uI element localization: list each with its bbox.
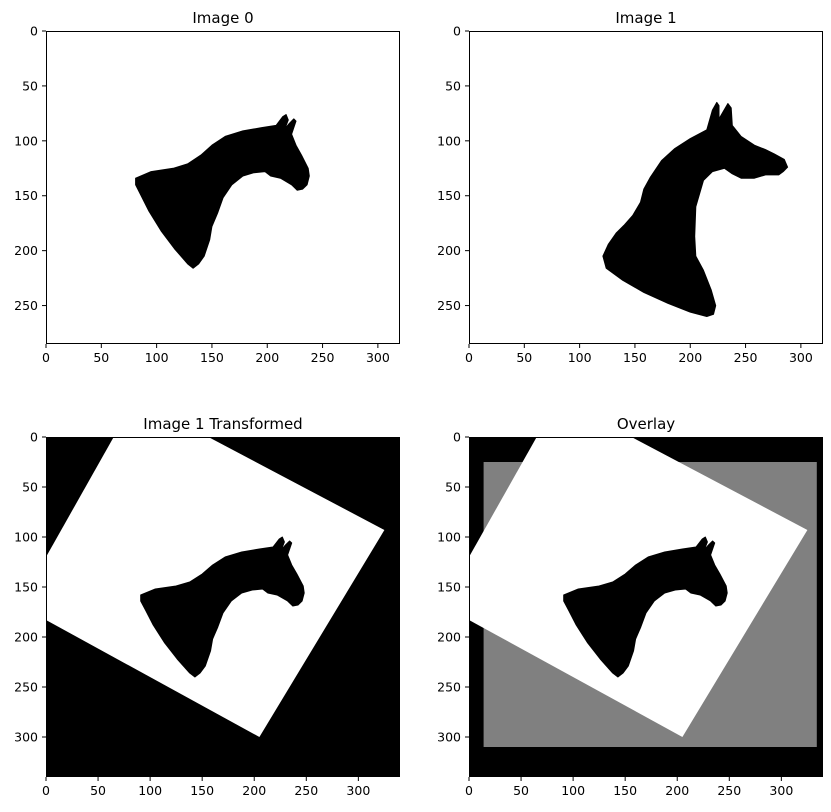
image-0-y-tick-label: 0 [30, 24, 38, 39]
image-1-y-tick-label: 200 [437, 243, 461, 258]
image-0-x-tick-label: 300 [366, 350, 390, 365]
image-1-transformed-y-tick-label: 50 [22, 480, 38, 495]
image-1-x-tick-label: 300 [789, 350, 813, 365]
image-0-image [46, 31, 400, 344]
image-1-x-tick-label: 250 [734, 350, 758, 365]
image-1-y-tick-label: 50 [445, 78, 461, 93]
image-1-axes: Image 1 0 50 100 150 200 250 300 0 50 100 150 200 250 [437, 9, 823, 365]
image-1-transformed-x-tick-label: 0 [42, 783, 50, 798]
overlay-x-tick-label: 250 [717, 783, 741, 798]
image-0-axes: Image 0 0 50 100 150 200 250 300 0 50 100 150 200 250 [14, 9, 400, 365]
image-1-y-tick-label: 150 [437, 188, 461, 203]
image-1-transformed-axes-frame [46, 437, 400, 777]
image-1-transformed-y-tick-label: 300 [14, 730, 38, 745]
image-1-transformed-x-tick-label: 250 [294, 783, 318, 798]
overlay-x-tick-label: 200 [665, 783, 689, 798]
image-1-x-tick-label: 100 [568, 350, 592, 365]
overlay-image [469, 437, 823, 777]
image-1-transformed-x-tick-label: 200 [242, 783, 266, 798]
image-0-horse-silhouette [135, 114, 310, 269]
overlay-axes-frame [469, 437, 823, 777]
overlay-horse-silhouette [563, 536, 728, 678]
image-1-horse-silhouette [602, 101, 789, 317]
overlay-x-tick-label: 300 [769, 783, 793, 798]
image-1-title: Image 1 [615, 9, 676, 27]
image-1-transformed-title: Image 1 Transformed [143, 415, 302, 433]
image-1-y-tick-label: 0 [453, 24, 461, 39]
image-1-transformed-axes: Image 1 Transformed 0 50 100 150 200 250 300 0 50… [14, 415, 400, 798]
image-1-transformed-y-tick-label: 200 [14, 630, 38, 645]
image-0-y-tick-label: 150 [14, 188, 38, 203]
image-0-axes-frame [46, 31, 400, 344]
image-1-transformed-y-tick-label: 0 [30, 430, 38, 445]
image-0-y-tick-label: 50 [22, 78, 38, 93]
image-1-x-tick-label: 200 [678, 350, 702, 365]
image-0-x-tick-label: 200 [255, 350, 279, 365]
image-1-x-tick-label: 150 [623, 350, 647, 365]
image-1-x-tick-label: 0 [465, 350, 473, 365]
image-0-y-tick-label: 100 [14, 133, 38, 148]
image-1-transformed-x-tick-label: 50 [90, 783, 106, 798]
image-1-transformed-y-tick-label: 250 [14, 680, 38, 695]
overlay-y-tick-label: 0 [453, 430, 461, 445]
image-0-x-tick-label: 0 [42, 350, 50, 365]
image-0-x-tick-label: 50 [93, 350, 109, 365]
image-1-transformed-image [46, 437, 400, 777]
image-0-y-tick-label: 250 [14, 298, 38, 313]
image-1-transformed-x-tick-label: 300 [346, 783, 370, 798]
image-0-x-tick-label: 150 [200, 350, 224, 365]
image-1-x-tick-label: 50 [516, 350, 532, 365]
image-1-transformed-y-tick-label: 150 [14, 580, 38, 595]
overlay-y-tick-label: 50 [445, 480, 461, 495]
image-1-y-tick-label: 250 [437, 298, 461, 313]
image-1-transformed-x-tick-label: 100 [138, 783, 162, 798]
overlay-y-tick-label: 150 [437, 580, 461, 595]
overlay-y-tick-label: 200 [437, 630, 461, 645]
image-1-y-tick-label: 100 [437, 133, 461, 148]
image-1-image [469, 31, 823, 344]
overlay-x-tick-label: 150 [613, 783, 637, 798]
image-0-x-tick-label: 250 [311, 350, 335, 365]
image-1-axes-frame [469, 31, 823, 344]
overlay-y-tick-label: 300 [437, 730, 461, 745]
overlay-axes: Overlay 0 50 100 150 200 250 300 0 50 100 150 200 250… [437, 415, 823, 798]
overlay-y-tick-label: 100 [437, 530, 461, 545]
image-0-x-tick-label: 100 [145, 350, 169, 365]
image-0-y-tick-label: 200 [14, 243, 38, 258]
overlay-x-tick-label: 0 [465, 783, 473, 798]
overlay-y-tick-label: 250 [437, 680, 461, 695]
image-1-transformed-y-tick-label: 100 [14, 530, 38, 545]
overlay-title: Overlay [617, 415, 675, 433]
image-1-transformed-x-tick-label: 150 [190, 783, 214, 798]
image-1-transformed-horse-silhouette [140, 536, 305, 678]
overlay-x-tick-label: 50 [513, 783, 529, 798]
overlay-x-tick-label: 100 [561, 783, 585, 798]
image-0-title: Image 0 [192, 9, 253, 27]
